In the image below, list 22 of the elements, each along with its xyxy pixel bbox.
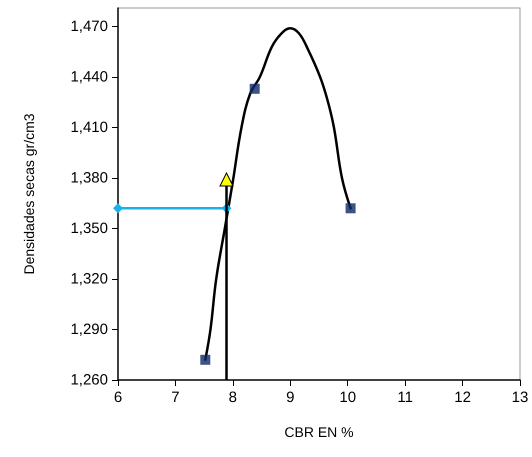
y-tick-label: 1,470	[70, 18, 108, 36]
x-tick-label: 13	[512, 389, 528, 406]
x-tick-label: 9	[286, 389, 294, 406]
x-axis-title: CBR EN %	[284, 424, 354, 440]
point	[113, 203, 123, 214]
x-tick-label: 11	[397, 389, 413, 406]
y-tick-label: 1,380	[70, 170, 108, 187]
x-tick-label: 8	[228, 389, 238, 406]
x-tick-label: 10	[339, 389, 356, 406]
y-tick-label: 1,320	[70, 270, 108, 288]
y-tick-label: 1,410	[70, 119, 108, 136]
x-tick-label: 12	[454, 389, 471, 406]
y-tick-label: 1,260	[70, 372, 108, 388]
y-tick-label: 1,350	[70, 220, 108, 238]
point	[346, 203, 356, 214]
y-tick-label: 1,440	[70, 68, 108, 86]
y-axis-title: Densidades secas gr/cm3	[21, 113, 37, 275]
y-tick-label: 1,290	[70, 321, 108, 338]
point	[250, 84, 260, 94]
x-tick-label: 7	[171, 389, 180, 406]
point	[200, 354, 210, 365]
x-tick-label: 6	[114, 389, 122, 406]
